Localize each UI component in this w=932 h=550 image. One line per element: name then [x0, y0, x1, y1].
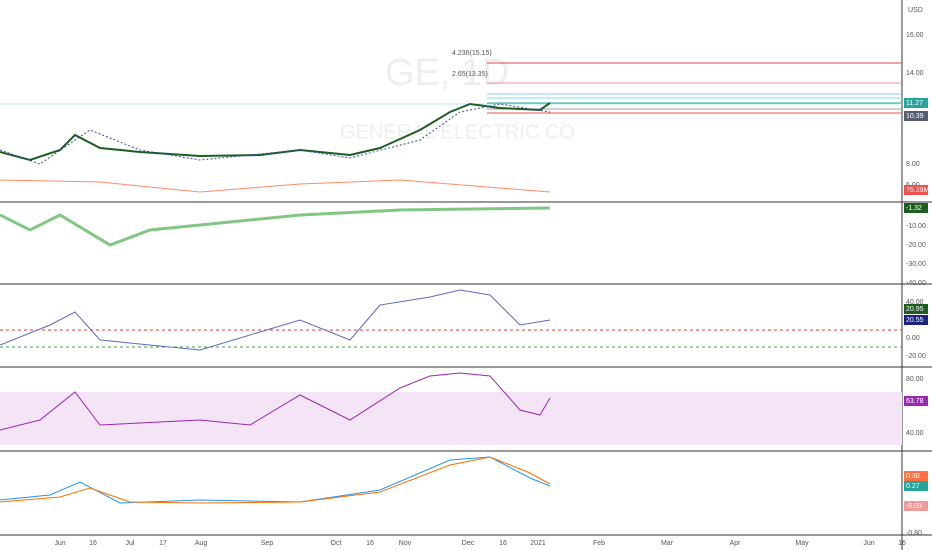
axis-label: 80.00	[906, 376, 924, 383]
value-tag	[904, 396, 928, 406]
date-label: Mar	[661, 540, 674, 547]
date-label: 16	[499, 540, 507, 547]
date-label: Jun	[863, 540, 874, 547]
date-label: Jul	[126, 540, 135, 547]
axis-label: 14.00	[906, 70, 924, 77]
value-tag-text: 10.39	[906, 113, 924, 120]
watermark-symbol: GE, 1D	[385, 52, 510, 94]
value-tag-text: 20.55	[906, 317, 924, 324]
watermark-name: GENERAL ELECTRIC CO	[340, 121, 575, 143]
value-tag-text: -0.03	[906, 503, 922, 510]
currency: USD	[908, 7, 923, 14]
date-label: Aug	[195, 540, 208, 547]
date-label: May	[795, 540, 809, 547]
axis-label: 40.00	[906, 299, 924, 306]
axis-label: -10.00	[906, 223, 926, 230]
value-tag-text: 20.95	[906, 306, 924, 313]
date-label: Apr	[730, 540, 742, 547]
value-tag	[904, 185, 928, 195]
date-label: Oct	[331, 540, 342, 547]
axis-label: 40.00	[906, 430, 924, 437]
axis-label: -40.00	[906, 280, 926, 287]
date-label: 16	[898, 540, 906, 547]
date-label: 16	[89, 540, 97, 547]
axis-label: -0.80	[906, 530, 922, 537]
fib-label: 2.65(13.35)	[452, 71, 488, 78]
value-tag-text: 0.30	[906, 473, 920, 480]
date-label: Dec	[462, 540, 475, 547]
value-tag	[904, 98, 928, 108]
fib-label: 4.236(15.15)	[452, 50, 492, 57]
axis-label: 0.00	[906, 335, 920, 342]
axis-label: 8.00	[906, 161, 920, 168]
date-label: Jun	[54, 540, 65, 547]
value-tag-text: 63.78	[906, 398, 924, 405]
value-tag-text: 75.29M	[906, 187, 930, 194]
value-tag	[904, 501, 928, 511]
value-tag	[904, 111, 928, 121]
value-tag	[904, 304, 928, 314]
date-label: Sep	[261, 540, 274, 547]
value-tag-text: -1.32	[906, 205, 922, 212]
date-label: 16	[366, 540, 374, 547]
date-label: 17	[159, 540, 167, 547]
value-tag	[904, 203, 928, 213]
axis-label: -20.00	[906, 242, 926, 249]
date-label: 2021	[530, 540, 546, 547]
date-label: Nov	[399, 540, 412, 547]
value-tag-text: 0.27	[906, 483, 920, 490]
axis-label: -30.00	[906, 261, 926, 268]
value-tag	[904, 315, 928, 325]
date-label: Feb	[593, 540, 605, 547]
value-tag	[904, 471, 928, 481]
value-tag	[904, 481, 928, 491]
value-tag-text: 11.27	[906, 100, 923, 107]
axis-label: 16.00	[906, 32, 924, 39]
axis-label: -20.00	[906, 353, 926, 360]
